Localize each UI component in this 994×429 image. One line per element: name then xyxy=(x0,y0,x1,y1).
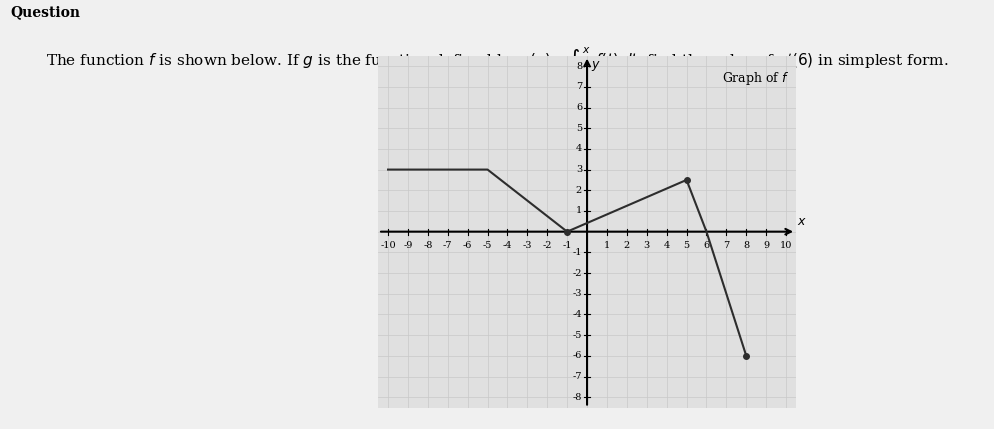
Text: -7: -7 xyxy=(572,372,581,381)
Text: $x$: $x$ xyxy=(796,215,806,228)
Text: 2: 2 xyxy=(623,241,629,250)
Text: 3: 3 xyxy=(643,241,649,250)
Text: 4: 4 xyxy=(663,241,669,250)
Text: 5: 5 xyxy=(576,124,581,133)
Text: 7: 7 xyxy=(723,241,729,250)
Text: Graph of $f$: Graph of $f$ xyxy=(722,70,789,87)
Text: 6: 6 xyxy=(703,241,709,250)
Text: 7: 7 xyxy=(576,82,581,91)
Text: -10: -10 xyxy=(380,241,396,250)
Text: 1: 1 xyxy=(576,206,581,215)
Text: -9: -9 xyxy=(403,241,413,250)
Text: -4: -4 xyxy=(502,241,512,250)
Text: -4: -4 xyxy=(572,310,581,319)
Text: 2: 2 xyxy=(576,186,581,195)
Text: -8: -8 xyxy=(573,393,581,402)
Text: -2: -2 xyxy=(542,241,552,250)
Text: The function $f$ is shown below. If $g$ is the function defined by $g(x) = \int_: The function $f$ is shown below. If $g$ … xyxy=(46,46,948,77)
Text: -7: -7 xyxy=(442,241,452,250)
Text: -1: -1 xyxy=(572,248,581,257)
Text: Question: Question xyxy=(10,5,80,19)
Text: 1: 1 xyxy=(603,241,609,250)
Text: -5: -5 xyxy=(573,331,581,340)
Text: 4: 4 xyxy=(576,145,581,154)
Text: 9: 9 xyxy=(762,241,768,250)
Text: -6: -6 xyxy=(573,351,581,360)
Text: -6: -6 xyxy=(462,241,472,250)
Text: -3: -3 xyxy=(572,289,581,298)
Text: -2: -2 xyxy=(572,269,581,278)
Text: -3: -3 xyxy=(522,241,532,250)
Text: -1: -1 xyxy=(562,241,572,250)
Text: 8: 8 xyxy=(743,241,748,250)
Text: 3: 3 xyxy=(576,165,581,174)
Text: -8: -8 xyxy=(422,241,432,250)
Text: 10: 10 xyxy=(779,241,791,250)
Text: 5: 5 xyxy=(683,241,689,250)
Text: 6: 6 xyxy=(576,103,581,112)
Text: 8: 8 xyxy=(576,62,581,71)
Text: -5: -5 xyxy=(482,241,492,250)
Text: $y$: $y$ xyxy=(590,59,599,73)
